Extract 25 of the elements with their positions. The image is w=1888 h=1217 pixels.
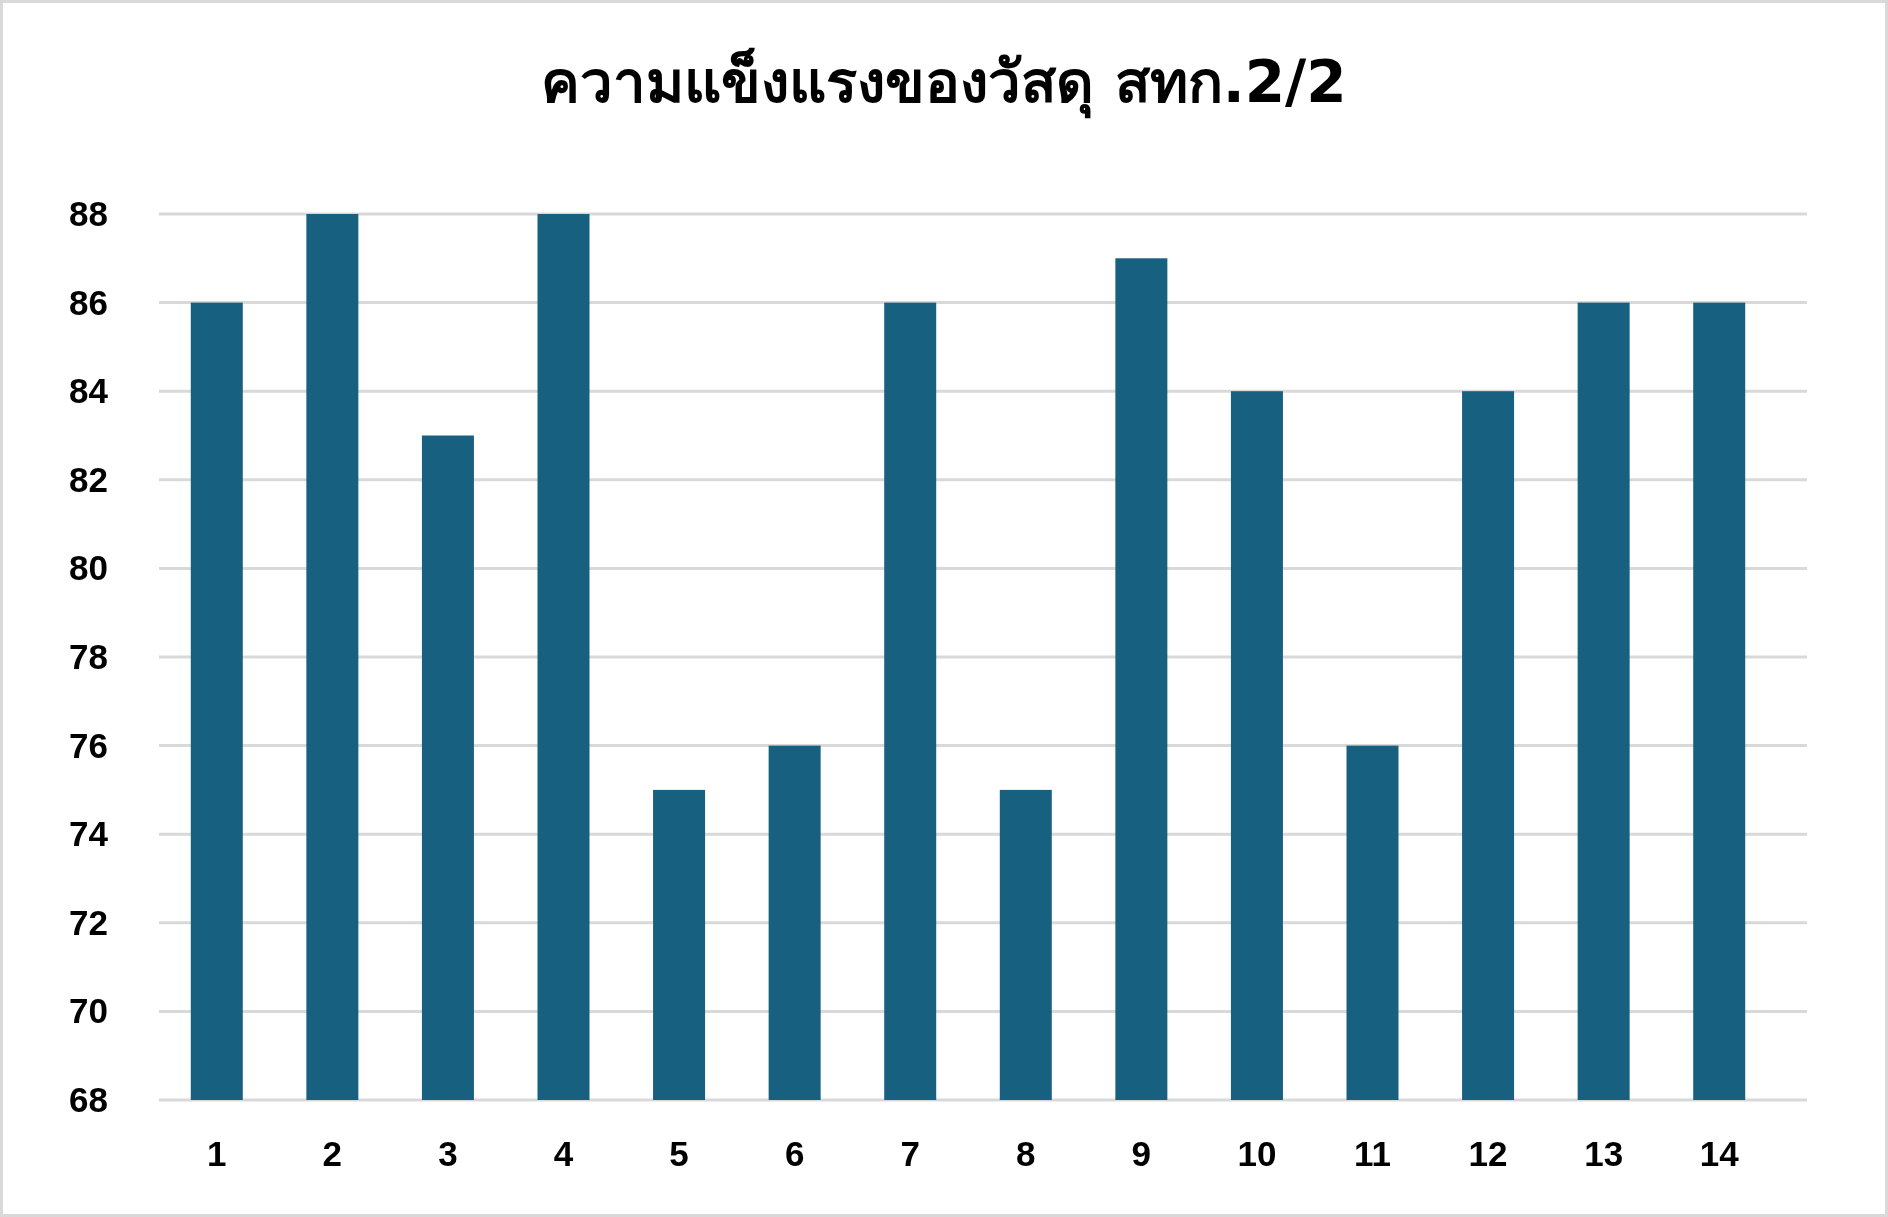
y-tick-label: 74 [69, 814, 108, 854]
x-tick-label: 8 [1016, 1134, 1036, 1173]
x-tick-label: 2 [322, 1134, 343, 1173]
x-tick-label: 3 [438, 1134, 458, 1173]
x-tick-label: 4 [553, 1134, 574, 1173]
y-tick-label: 76 [69, 725, 108, 765]
x-tick-label: 14 [1699, 1134, 1739, 1173]
y-tick-label: 68 [69, 1080, 108, 1119]
x-tick-label: 9 [1131, 1134, 1152, 1173]
x-tick-label: 11 [1354, 1134, 1391, 1173]
y-tick-label: 82 [69, 459, 108, 499]
y-tick-label: 72 [69, 902, 108, 942]
y-tick-label: 70 [69, 991, 108, 1031]
y-tick-label: 84 [69, 371, 108, 411]
x-tick-label: 7 [900, 1134, 920, 1173]
y-tick-label: 86 [69, 282, 108, 322]
x-tick-label: 10 [1237, 1134, 1277, 1173]
x-tick-label: 6 [784, 1134, 805, 1173]
x-tick-label: 1 [207, 1134, 227, 1173]
y-tick-label: 80 [69, 548, 108, 588]
y-tick-label: 88 [69, 194, 108, 233]
y-tick-label: 78 [69, 637, 108, 676]
x-tick-label: 13 [1584, 1134, 1624, 1173]
x-tick-label: 5 [669, 1134, 689, 1173]
x-tick-label: 12 [1468, 1134, 1508, 1173]
